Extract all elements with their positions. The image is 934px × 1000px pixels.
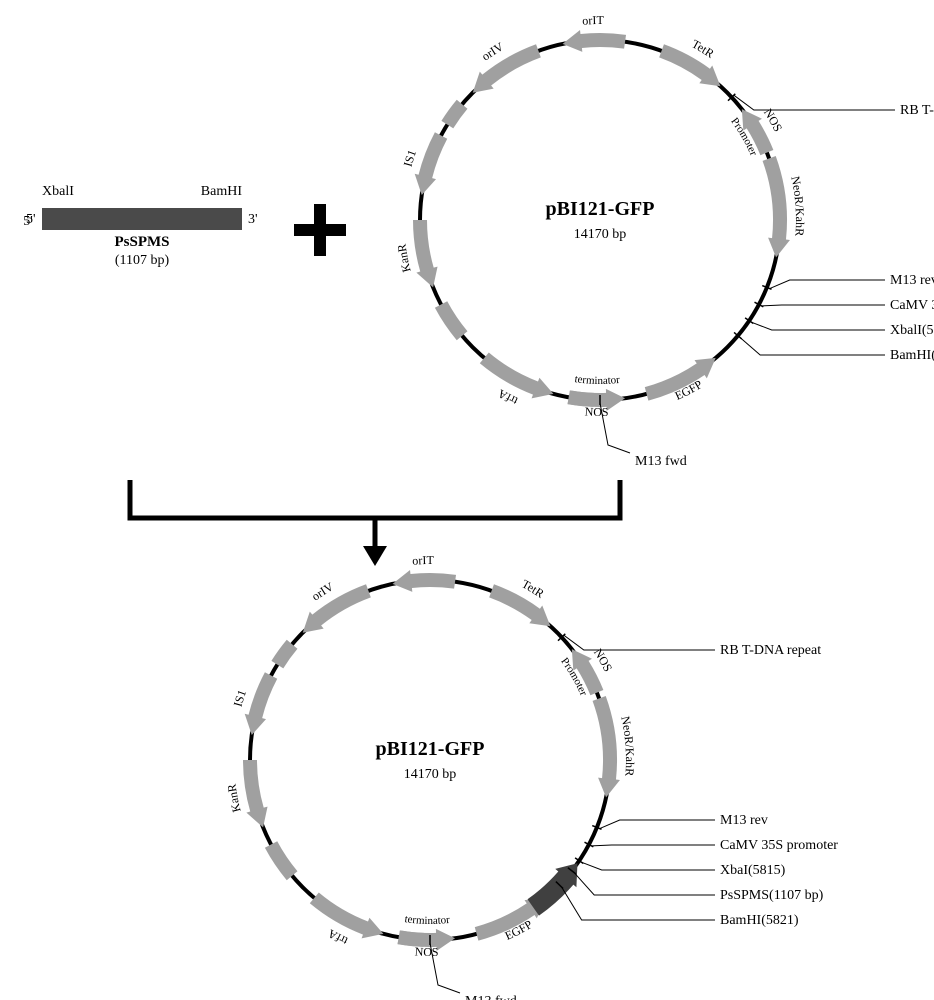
annotation-label: BamHI(5821) [890,348,934,363]
leader-line [592,845,715,846]
end3: 3' [248,212,258,227]
annotation-label: M13 rev [720,813,768,828]
svg-text:IS1: IS1 [231,688,250,708]
leader-line [734,95,895,110]
annotation-label: M13 fwd [465,994,517,1000]
plasmid-name: pBI121-GFP [546,198,655,220]
svg-text:NOS: NOS [414,944,438,959]
annotation-label: RB T-DNA repeat [720,643,821,658]
leader-line [582,862,715,870]
svg-text:terminator: terminator [404,913,451,927]
leader-line [740,338,885,355]
feature-orIT [563,30,626,52]
feature-seg [435,301,468,340]
svg-text:KanR: KanR [394,243,413,274]
leader-line [752,322,885,330]
annotation-label: BamHI(5821) [720,913,799,928]
svg-text:orIT: orIT [412,553,435,568]
leader-line [762,305,885,306]
feature-KanR [243,760,268,827]
insert-size: (1107 bp) [115,253,170,268]
annotation-label: M13 rev [890,273,934,288]
down-arrow-head [363,546,387,566]
annotation-label: CaMV 35S promoter [890,298,934,313]
svg-text:NOS: NOS [584,404,608,419]
feature-KanR [413,220,438,287]
feature-trfA [310,893,384,939]
bracket [130,480,620,518]
svg-text:orIT: orIT [582,13,605,28]
svg-text:orIV: orIV [479,39,506,63]
site-right: BamHI [201,184,243,199]
leader-line [574,873,715,895]
insert-bar [42,208,242,230]
svg-text:trfA: trfA [495,386,520,408]
end5: 5' [26,212,36,227]
svg-text:orIV: orIV [309,579,336,603]
leader-line [770,280,885,289]
feature-NeoR/KahR [593,696,620,797]
insert-name: PsSPMS [114,234,169,250]
annotation-label: XbaI(5815) [720,863,786,878]
site-left: XbalI [42,184,74,199]
svg-text:TetR: TetR [519,577,546,601]
feature-orIT [393,570,456,592]
plasmid-size: 14170 bp [404,767,457,782]
insert-feature [528,863,578,915]
plus-v [314,204,326,256]
insert-fragment: XbalIBamHI5'5'3'PsSPMS(1107 bp) [23,184,257,268]
svg-text:TetR: TetR [689,37,716,61]
leader-line [600,820,715,829]
plasmid-ring [420,40,780,400]
annotation-label: XbalI(5815) [890,323,934,338]
svg-text:NeoR/KahR: NeoR/KahR [788,175,807,237]
annotation-label: M13 fwd [635,454,687,469]
plasmid-name: pBI121-GFP [376,738,485,760]
svg-text:NeoR/KahR: NeoR/KahR [618,715,637,777]
svg-text:trfA: trfA [325,926,350,948]
leader-line [562,887,715,920]
feature-seg [265,841,298,880]
leader-line [564,635,715,650]
svg-text:terminator: terminator [574,373,621,387]
annotation-label: CaMV 35S promoter [720,838,838,853]
feature-NeoR/KahR [763,156,790,257]
feature-IS1 [245,672,278,735]
feature-trfA [480,353,554,399]
annotation-label: RB T-DNA repeat [900,103,934,118]
annotation-label: PsSPMS(1107 bp) [720,888,824,903]
plasmid-size: 14170 bp [574,227,627,242]
svg-text:IS1: IS1 [401,148,420,168]
svg-text:KanR: KanR [224,783,243,814]
feature-IS1 [415,132,448,195]
